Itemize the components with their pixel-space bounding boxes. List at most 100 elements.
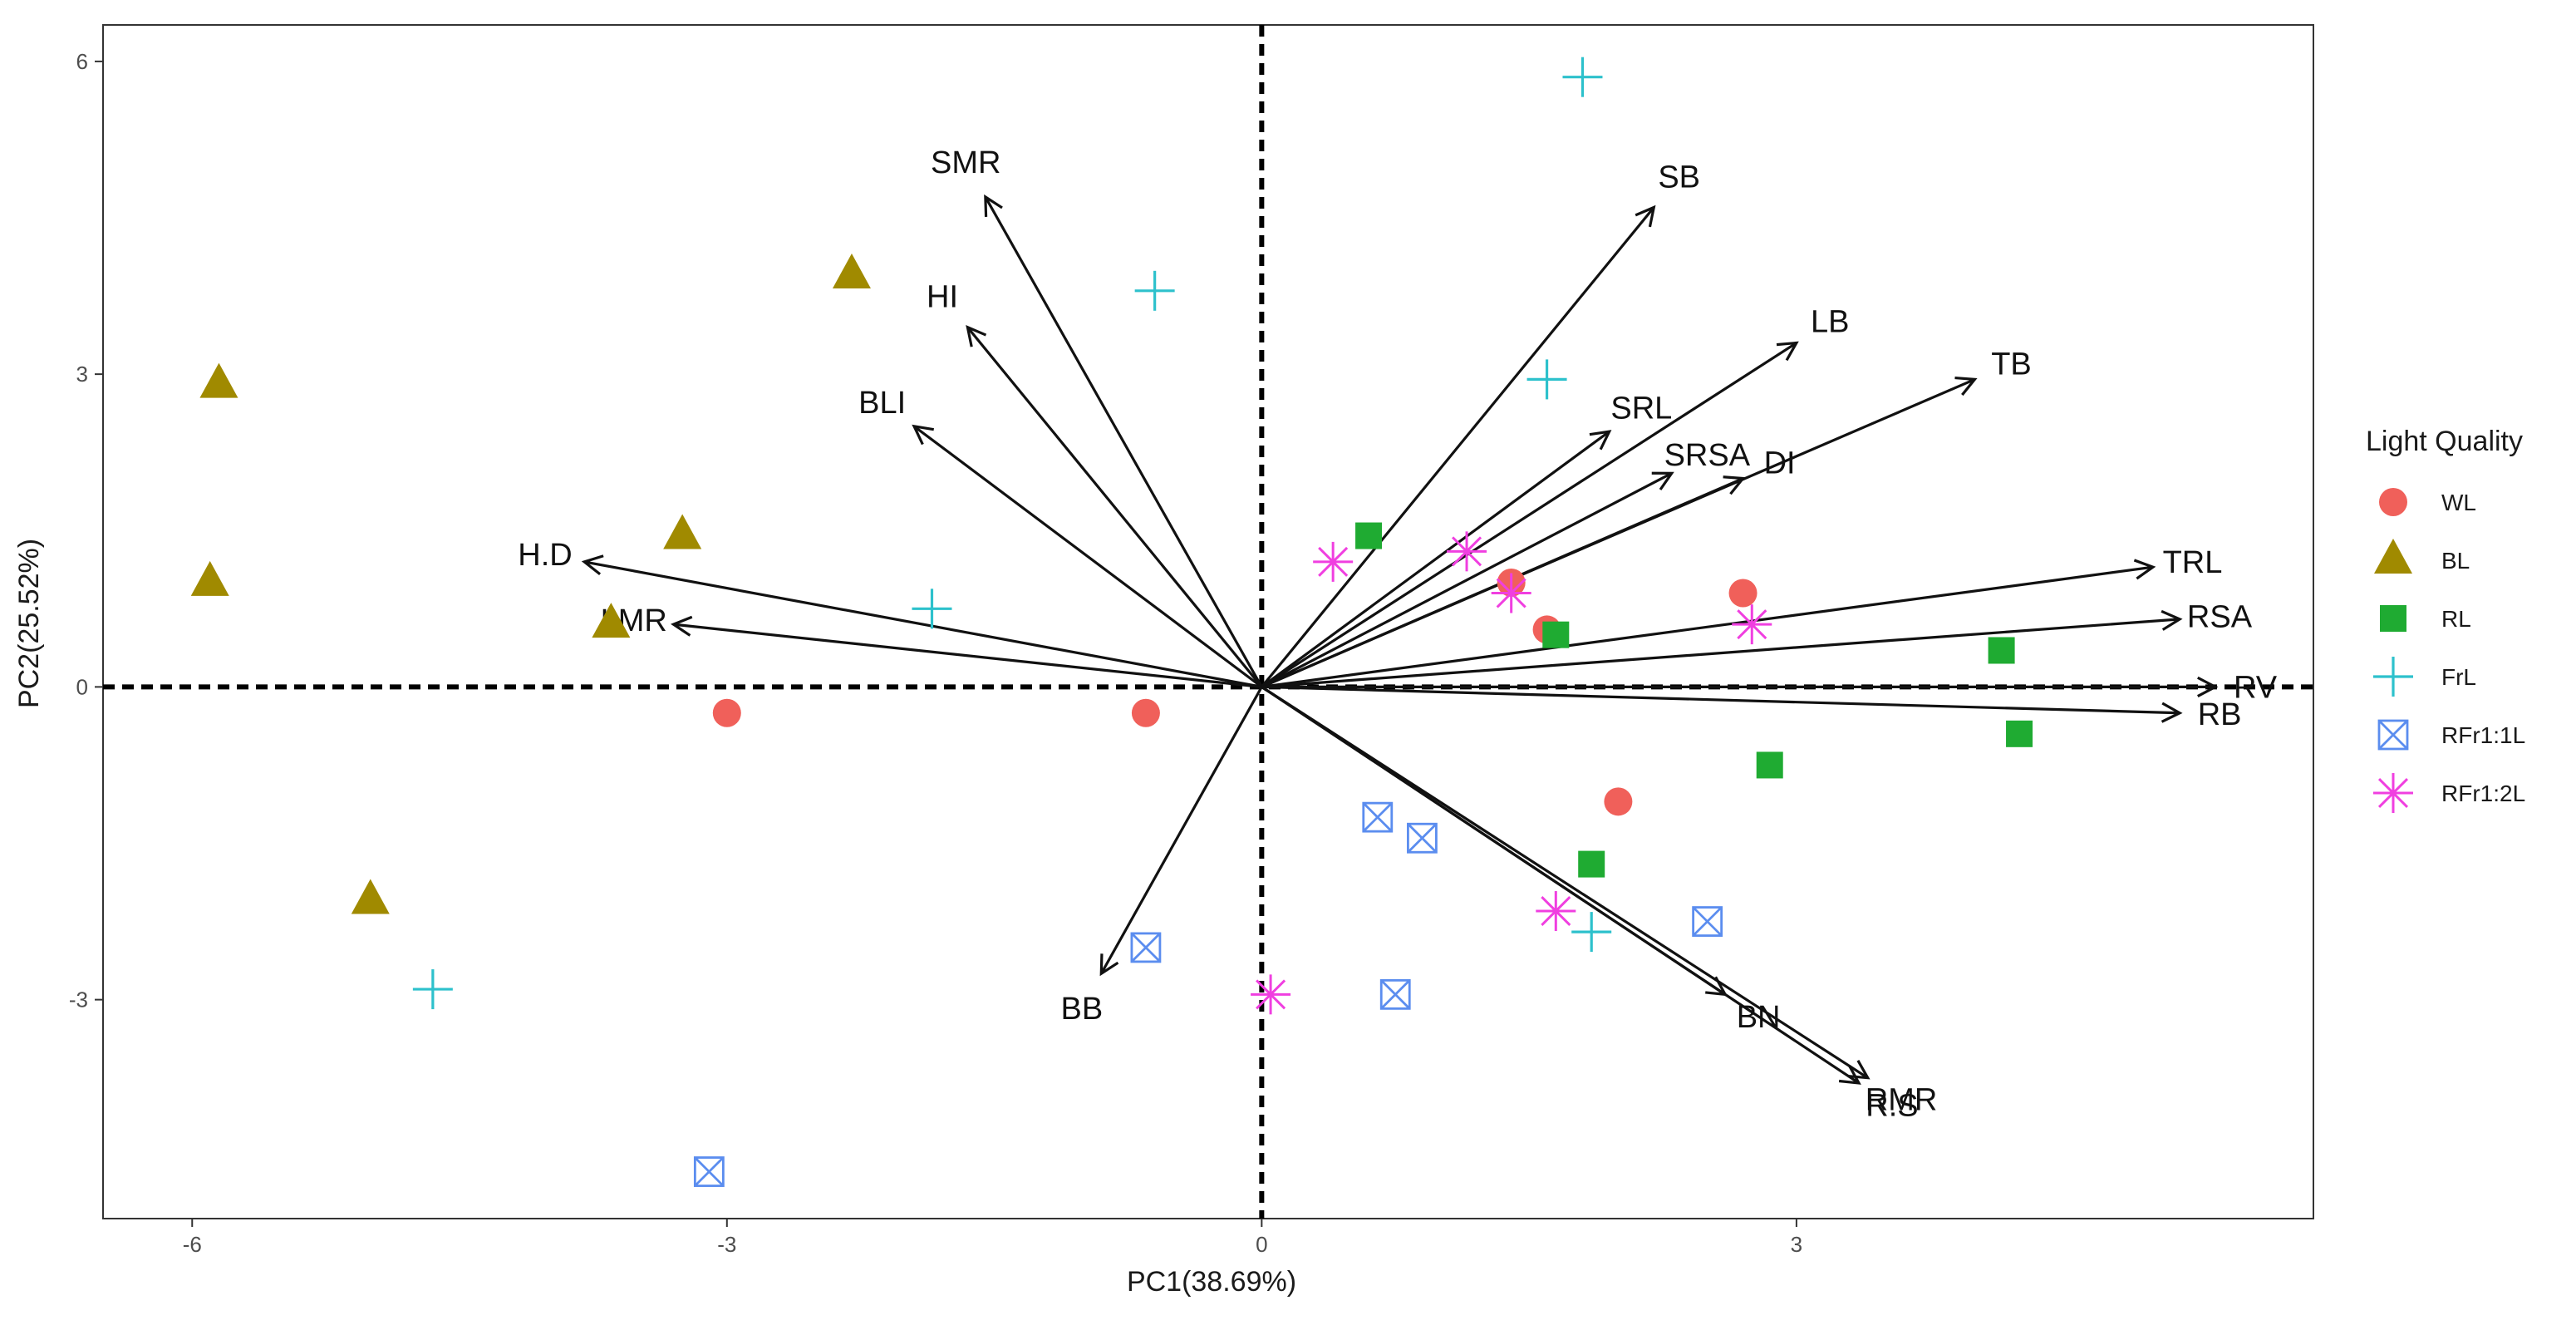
vector-arrowhead [1776,341,1799,362]
vector-arrowhead [1838,1065,1861,1085]
x-tick-label: -6 [183,1232,202,1257]
legend-label: WL [2441,490,2476,515]
data-point [1732,604,1772,645]
vector-line [1099,686,1263,975]
vector-line [913,425,1263,688]
vector-arrowhead [2197,676,2219,697]
legend-entry-rfr1-2l: RFr1:2L [2373,773,2525,813]
legend-entry-rfr1-1l: RFr1:1L [2377,719,2525,751]
data-point [832,253,871,288]
legend-title: Light Quality [2366,426,2523,457]
vector-line [1261,686,1869,1080]
vector-line [1261,430,1610,688]
vector-rv: RV [1261,670,2278,705]
vector-srsa: SRSA [1261,438,1751,688]
legend-entry-wl: WL [2379,488,2476,516]
vector-label: RSA [2187,599,2253,634]
vector-arrowhead [1651,471,1674,490]
vector-label: RV [2234,670,2278,705]
data-point [1692,906,1723,937]
data-point [351,879,390,914]
vector-arrowhead [581,554,604,575]
data-point [1355,522,1383,549]
legend-swatch [2377,719,2409,751]
legend-entry-rl: RL [2380,605,2471,632]
vector-line [583,560,1262,688]
data-point [1447,531,1487,572]
series-rfr1-1l [693,801,1723,1187]
vector-label: RB [2198,697,2242,732]
data-point [1130,932,1162,963]
vector-arrowhead [2161,609,2183,631]
vector-label: LB [1811,305,1849,340]
data-point [663,514,702,549]
data-point [1756,751,1783,779]
vector-label: R.S [1866,1088,1918,1123]
vector-label: TB [1991,347,2032,382]
y-tick-label: 0 [76,674,88,699]
vector-label: BB [1060,992,1103,1027]
vector-sb: SB [1261,160,1700,688]
score-points [190,57,2033,1187]
vector-label: DI [1764,446,1796,480]
vector-label: H.D [518,538,572,573]
vector-line [673,623,1262,688]
vector-label: TRL [2163,545,2223,580]
vector-line [1261,618,2180,688]
x-tick-label: 3 [1791,1232,1802,1257]
vector-line [1261,471,1673,688]
y-axis-title: PC2(25.52%) [13,539,45,708]
legend-label: BL [2441,548,2470,574]
data-point [1988,637,2015,664]
vector-line [1261,565,2154,688]
legend-label: RFr1:1L [2441,722,2525,748]
series-rl [1355,522,2033,878]
vector-bb: BB [1060,686,1263,1027]
vector-arrowhead [2161,702,2183,723]
vector-rb: RB [1261,685,2242,732]
vector-srl: SRL [1261,392,1672,688]
legend-label: RFr1:2L [2441,781,2525,806]
vector-h-d: H.D [518,538,1262,688]
vector-arrowhead [1954,376,1978,396]
vector-label: RMR [1866,1083,1938,1118]
data-point [412,969,453,1010]
data-point [1526,359,1567,400]
vector-trl: TRL [1261,545,2223,688]
series-frl [412,57,1612,1010]
data-point [1578,850,1605,878]
legend-swatch [2373,657,2413,697]
vector-label: SRSA [1664,438,1751,473]
legend-swatch [2379,488,2407,516]
data-point [693,1156,725,1187]
vector-line [984,196,1263,688]
vector-line [966,326,1263,688]
data-point [1542,621,1570,648]
data-point [1491,573,1531,613]
vector-arrowhead [966,325,987,347]
data-point [190,560,229,596]
x-tick-label: -3 [717,1232,736,1257]
vector-arrowhead [1723,475,1746,495]
series-rfr1-2l [1251,531,1772,1015]
data-point [712,698,741,727]
plot-border [102,24,2314,1219]
legend-label: FrL [2441,664,2476,690]
vector-smr: SMR [931,145,1263,688]
data-point [1362,801,1394,833]
legend: Light Quality WL BL RL FrL RFr1:1L RFr1:2L [2366,426,2525,813]
vector-bli: BLI [858,386,1263,688]
vector-arrowhead [671,615,693,637]
axis-ticks: -6 -3 0 3 -3 0 3 6 [69,49,1802,1257]
legend-swatch [2380,605,2406,632]
vector-arrowhead [984,194,1003,217]
data-point [1604,787,1633,816]
vector-line [1261,206,1655,688]
data-point [912,589,952,629]
vector-line [1261,342,1797,688]
data-point [1251,974,1291,1015]
vector-arrowhead [1635,204,1656,228]
y-tick-label: -3 [69,988,88,1012]
plot-area [102,24,2314,1219]
vector-rmr: RMR [1261,686,1938,1118]
